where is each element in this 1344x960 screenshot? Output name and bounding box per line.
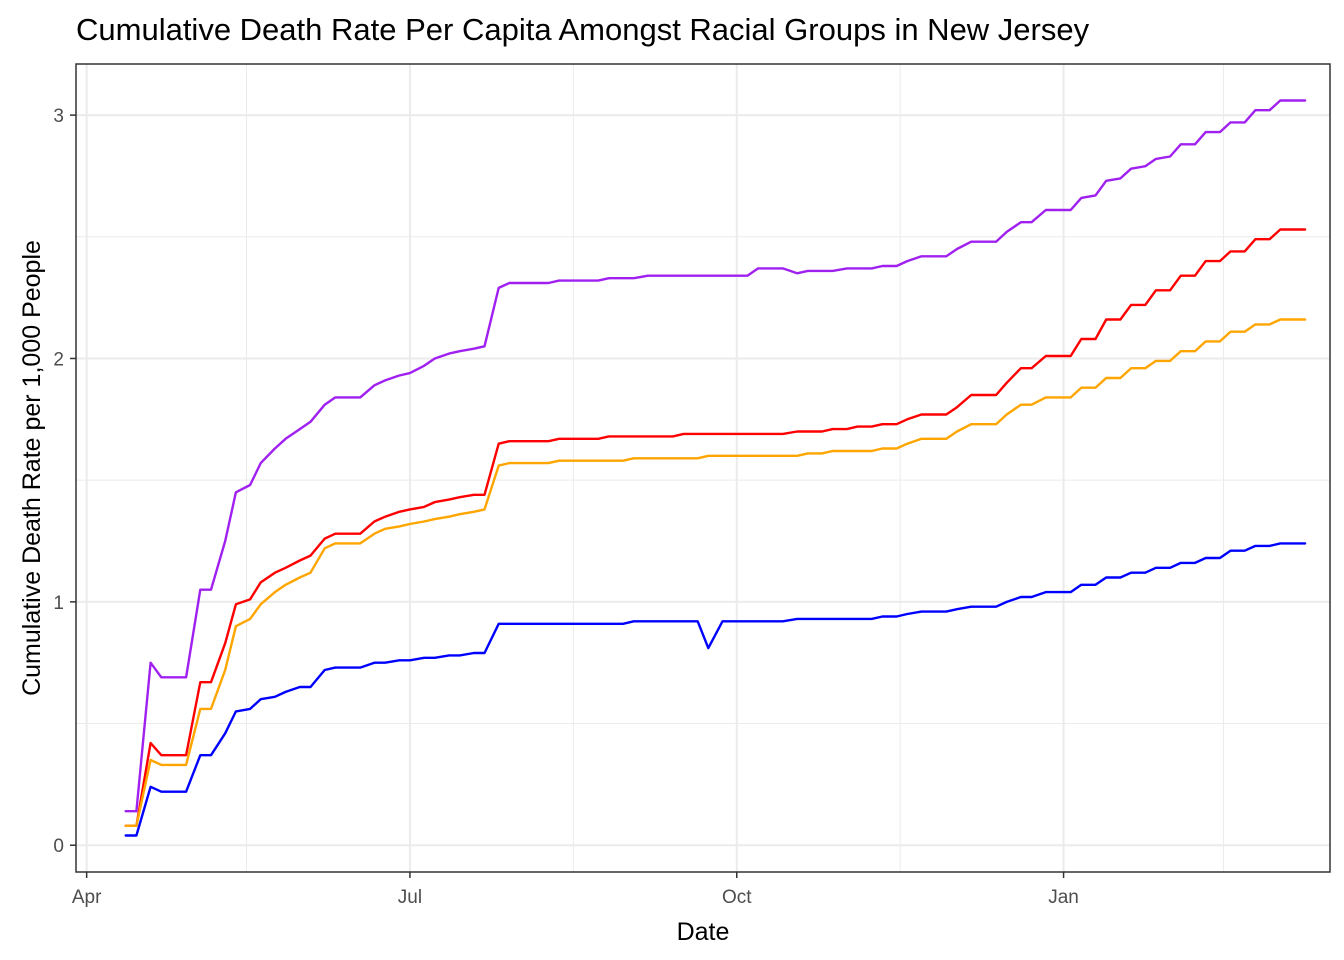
series-line-3	[124, 318, 1307, 827]
series-line-2	[124, 228, 1307, 827]
x-tick-label: Oct	[722, 887, 752, 908]
grid	[76, 64, 1330, 872]
y-tick-label: 3	[53, 106, 64, 127]
y-axis-label: Cumulative Death Rate per 1,000 People	[18, 240, 46, 696]
y-tick-label: 1	[53, 593, 64, 614]
series-lines	[124, 99, 1307, 837]
series-line-1	[124, 99, 1307, 813]
chart-title: Cumulative Death Rate Per Capita Amongst…	[76, 12, 1090, 47]
y-axis-ticks: 0 1 2 3	[53, 106, 76, 857]
x-tick-label: Jul	[398, 887, 422, 908]
y-tick-label: 0	[53, 836, 64, 857]
series-line-4	[124, 542, 1307, 837]
x-axis-label: Date	[677, 918, 730, 946]
x-axis-ticks: Apr Jul Oct Jan	[72, 872, 1079, 908]
y-tick-label: 2	[53, 349, 64, 370]
x-tick-label: Jan	[1048, 887, 1079, 908]
x-tick-label: Apr	[72, 887, 102, 908]
plot-panel-border	[75, 63, 1331, 873]
